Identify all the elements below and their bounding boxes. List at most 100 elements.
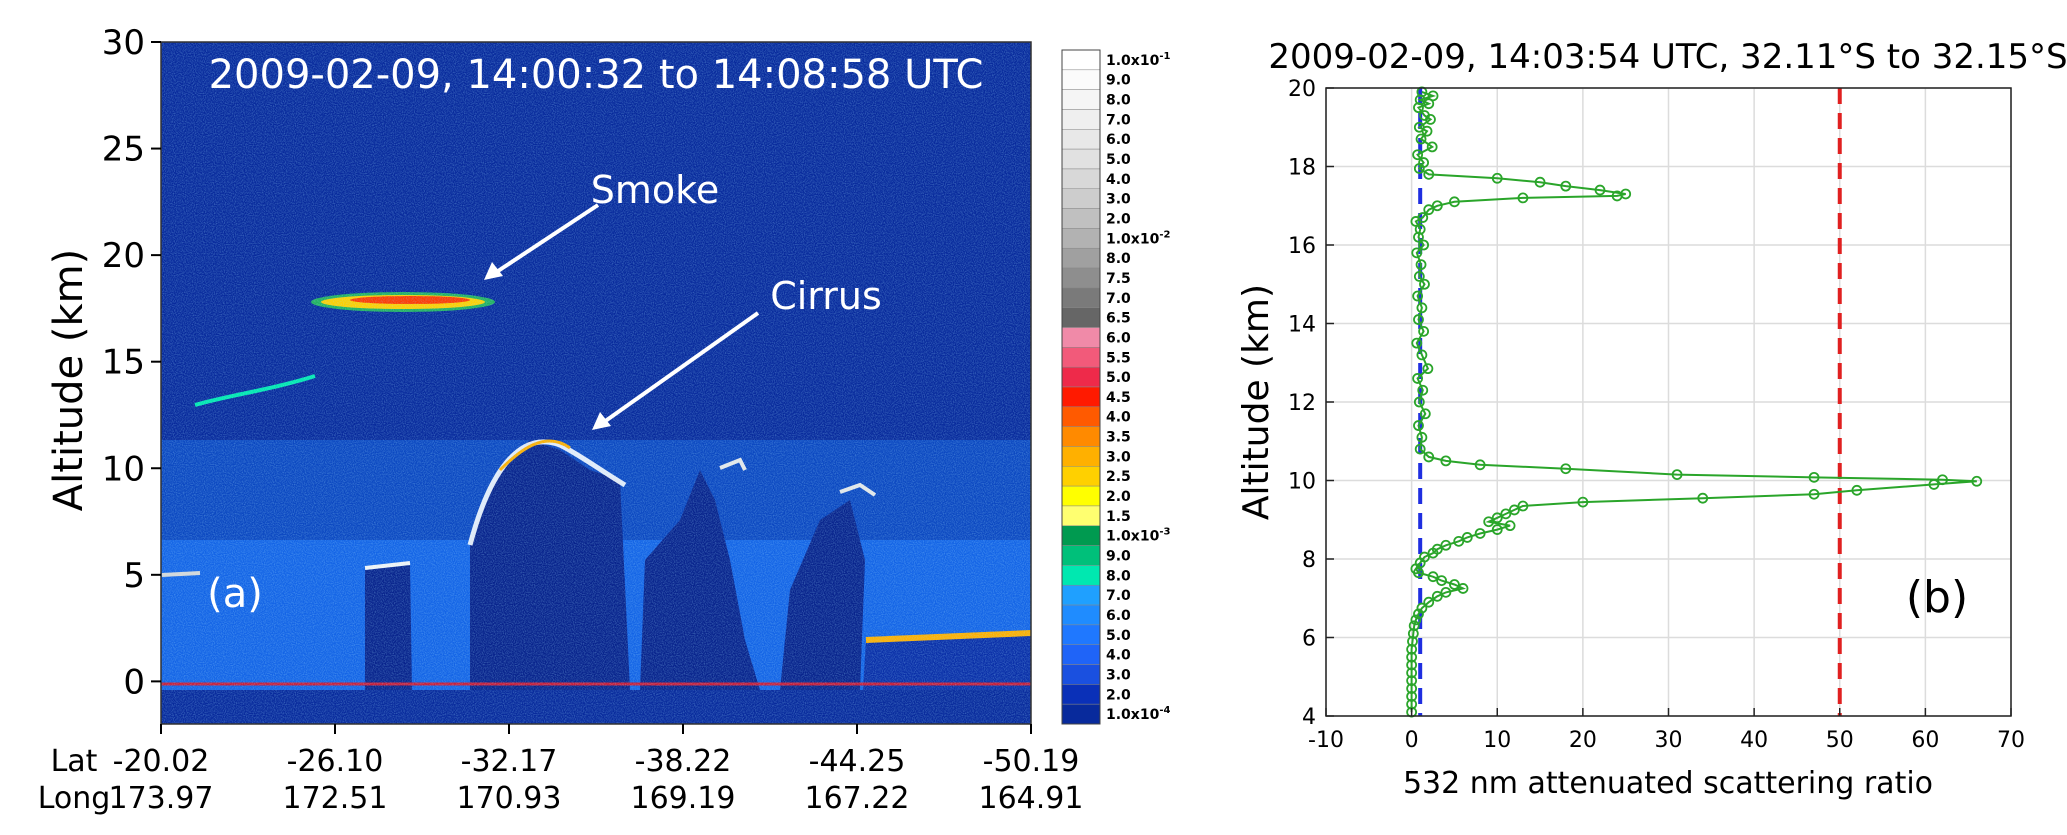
colorbar-swatch bbox=[1061, 584, 1101, 606]
panel-b-x-tick-label: 20 bbox=[1569, 728, 1597, 753]
panel-b-plot bbox=[1406, 86, 1983, 718]
panel-a-x-tick-label: 172.51 bbox=[283, 781, 388, 816]
profile-point bbox=[1422, 363, 1434, 375]
colorbar-swatch bbox=[1061, 525, 1101, 546]
profile-point bbox=[1440, 539, 1452, 551]
colorbar-label: 5.0 bbox=[1106, 152, 1131, 168]
profile-point bbox=[1594, 184, 1606, 196]
colorbar-label: 2.5 bbox=[1106, 469, 1131, 485]
panel-b-y-tick-label: 6 bbox=[1302, 627, 1316, 652]
annotation-cirrus-arrowhead bbox=[592, 412, 611, 430]
colorbar-label: 5.0 bbox=[1106, 370, 1131, 386]
panel-a-frame bbox=[160, 41, 1032, 725]
profile-point bbox=[1406, 667, 1418, 679]
profile-point bbox=[1423, 596, 1435, 608]
panel-b-y-tick-label: 12 bbox=[1288, 391, 1316, 416]
profile-point bbox=[1415, 259, 1427, 271]
panel-a-y-ticks: 0 5 10 15 20 25 30 bbox=[102, 23, 161, 702]
profile-point bbox=[1406, 659, 1418, 671]
panel-b-label: (b) bbox=[1906, 572, 1968, 623]
colorbar-label: 1.0x10-1 bbox=[1106, 51, 1170, 69]
colorbar-swatch bbox=[1061, 426, 1101, 447]
colorbar-swatch bbox=[1061, 267, 1101, 289]
profile-point bbox=[1474, 459, 1486, 471]
panel-a-y-tick-label: 20 bbox=[102, 236, 145, 276]
panel-a-x-tick-label: 164.91 bbox=[979, 781, 1084, 816]
panel-b-y-tick-label: 4 bbox=[1302, 705, 1316, 730]
colorbar-swatch bbox=[1061, 307, 1101, 328]
profile-point bbox=[1407, 636, 1418, 647]
profile-point bbox=[1413, 608, 1424, 620]
colorbar-swatch bbox=[1061, 505, 1101, 527]
profile-point bbox=[1937, 474, 1948, 486]
colorbar-swatch bbox=[1061, 604, 1101, 626]
colorbar-swatch bbox=[1061, 684, 1101, 705]
colorbar-label: 6.0 bbox=[1106, 608, 1131, 624]
colorbar-label: 1.0x10-2 bbox=[1106, 229, 1170, 247]
profile-point bbox=[1421, 125, 1433, 137]
profile-point bbox=[1971, 475, 1983, 487]
profile-point bbox=[1413, 231, 1424, 243]
profile-point bbox=[1440, 586, 1452, 598]
panel-a-x-tick-label: -20.02 bbox=[113, 744, 210, 779]
panel-b-y-axis-label: Altitude (km) bbox=[1236, 284, 1277, 520]
panel-b-x-tick-label: 40 bbox=[1740, 728, 1768, 753]
panel-a-x-tick-label: -32.17 bbox=[461, 744, 558, 779]
colorbar-swatch bbox=[1061, 406, 1101, 427]
profile-point bbox=[1408, 620, 1420, 632]
profile-point bbox=[1419, 278, 1430, 290]
curtain-speckle bbox=[161, 42, 1031, 724]
panel-b-x-ticks: -10 0 10 20 30 40 50 60 70 bbox=[1308, 708, 2025, 753]
profile-point bbox=[1491, 524, 1503, 535]
profile-point bbox=[1416, 602, 1428, 614]
profile-point bbox=[1517, 500, 1529, 512]
panel-a-x-row-name: Long bbox=[38, 781, 111, 816]
profile-point bbox=[1504, 520, 1516, 532]
panel-a-title: 2009-02-09, 14:00:32 to 14:08:58 UTC bbox=[209, 52, 984, 98]
panel-a-x-tick-label: 170.93 bbox=[457, 781, 562, 816]
colorbar-label: 8.0 bbox=[1106, 251, 1131, 267]
colorbar-swatch bbox=[1061, 327, 1101, 348]
profile-point bbox=[1517, 192, 1529, 204]
panel-a-x-tick-label: 169.19 bbox=[631, 781, 736, 816]
panel-a: 2009-02-09, 14:00:32 to 14:08:58 UTC (a)… bbox=[38, 23, 1171, 816]
profile-point bbox=[1406, 675, 1418, 687]
colorbar-label: 6.5 bbox=[1106, 311, 1131, 327]
colorbar-swatch bbox=[1061, 89, 1101, 110]
profile-point bbox=[1427, 90, 1439, 102]
colorbar-swatch bbox=[1061, 664, 1101, 685]
annotation-cirrus-arrow bbox=[602, 311, 760, 424]
panel-b-y-tick-label: 16 bbox=[1288, 234, 1316, 259]
profile-point bbox=[1411, 337, 1423, 349]
profile-point bbox=[1534, 176, 1546, 188]
profile-point bbox=[1461, 532, 1473, 543]
profile-point bbox=[1413, 567, 1424, 579]
colorbar-label: 4.0 bbox=[1106, 172, 1131, 188]
profile-point bbox=[1457, 583, 1469, 594]
colorbar: 1.0x10-19.08.07.06.05.04.03.02.01.0x10-2… bbox=[1061, 49, 1170, 725]
colorbar-label: 7.0 bbox=[1106, 112, 1131, 128]
panel-a-y-tick-label: 25 bbox=[102, 130, 145, 170]
colorbar-label: 1.5 bbox=[1106, 509, 1131, 525]
colorbar-label: 3.5 bbox=[1106, 430, 1131, 446]
colorbar-swatch bbox=[1061, 565, 1101, 586]
panel-a-y-axis-label: Altitude (km) bbox=[46, 249, 92, 511]
colorbar-swatch bbox=[1061, 148, 1101, 170]
profile-point bbox=[1491, 172, 1503, 184]
colorbar-swatch bbox=[1061, 485, 1101, 507]
colorbar-swatch bbox=[1061, 188, 1101, 209]
profile-point bbox=[1483, 516, 1495, 528]
profile-point bbox=[1418, 325, 1430, 337]
profile-point bbox=[1406, 651, 1418, 663]
colorbar-label: 2.0 bbox=[1106, 489, 1131, 505]
colorbar-swatch bbox=[1061, 287, 1101, 308]
panel-a-label: (a) bbox=[207, 571, 263, 617]
colorbar-frame bbox=[1061, 49, 1101, 725]
colorbar-label: 7.0 bbox=[1106, 588, 1131, 604]
annotation-smoke: Smoke bbox=[591, 168, 719, 212]
panel-a-x-tick-label: 173.97 bbox=[109, 781, 214, 816]
panel-a-x-tick-label: 167.22 bbox=[805, 781, 910, 816]
profile-point bbox=[1413, 270, 1425, 282]
profile-point bbox=[1560, 180, 1572, 192]
